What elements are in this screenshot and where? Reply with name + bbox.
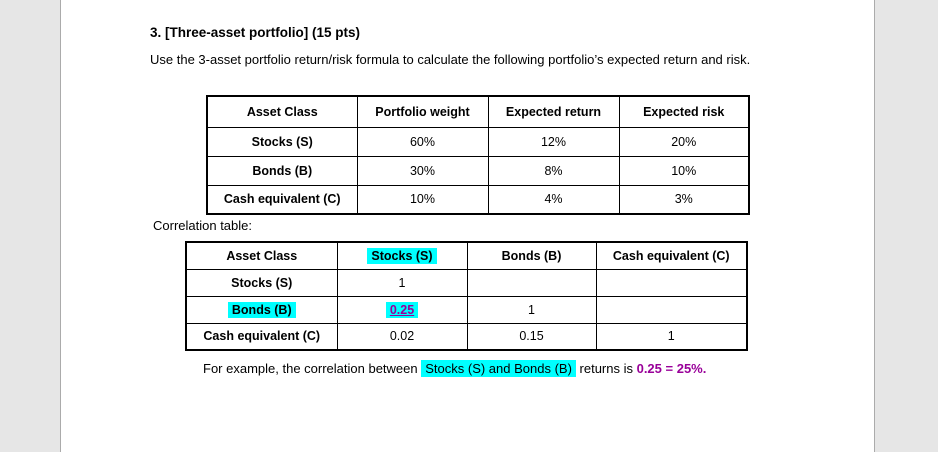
table-row: Bonds (B) 30% 8% 10% [206, 155, 750, 186]
cell-correlation: 1 [336, 268, 468, 297]
header-asset-class: Asset Class [185, 241, 338, 270]
table-row: Stocks (S) 1 [185, 268, 748, 297]
cell-weight: 10% [356, 184, 489, 215]
question-instruction: Use the 3-asset portfolio return/risk fo… [150, 52, 751, 67]
cell-correlation-empty [466, 268, 597, 297]
cell-correlation: 1 [595, 322, 748, 351]
cyan-highlight: Bonds (B) [227, 301, 296, 318]
cyan-highlight: Stocks (S) [367, 247, 437, 264]
note-prefix: For example, the correlation between [203, 361, 422, 376]
note-middle: returns is [575, 361, 637, 376]
table-row: Stocks (S) 60% 12% 20% [206, 126, 750, 157]
header-asset-class: Asset Class [206, 95, 358, 128]
cell-correlation-empty [595, 268, 748, 297]
cell-risk: 10% [618, 155, 750, 186]
cell-asset-label: Stocks (S) [206, 126, 358, 157]
cell-correlation: 0.02 [336, 322, 468, 351]
cell-weight: 30% [356, 155, 489, 186]
cell-asset-label: Stocks (S) [185, 268, 338, 297]
cell-asset-label: Cash equivalent (C) [185, 322, 338, 351]
cell-return: 4% [487, 184, 620, 215]
cell-risk: 20% [618, 126, 750, 157]
cell-correlation: 0.15 [466, 322, 597, 351]
cell-weight: 60% [356, 126, 489, 157]
header-expected-risk: Expected risk [618, 95, 750, 128]
header-stocks-highlighted: Stocks (S) [336, 241, 468, 270]
header-expected-return: Expected return [487, 95, 620, 128]
cell-asset-label: Bonds (B) [206, 155, 358, 186]
portfolio-table-header-row: Asset Class Portfolio weight Expected re… [206, 95, 750, 128]
note-emphasis: 0.25 = 25%. [636, 361, 707, 376]
cell-correlation-empty [595, 295, 748, 324]
cell-return: 8% [487, 155, 620, 186]
header-portfolio-weight: Portfolio weight [356, 95, 489, 128]
document-page: 3. [Three-asset portfolio] (15 pts) Use … [60, 0, 875, 452]
correlation-table: Asset Class Stocks (S) Bonds (B) Cash eq… [185, 241, 748, 351]
table-row: Cash equivalent (C) 10% 4% 3% [206, 184, 750, 215]
cell-return: 12% [487, 126, 620, 157]
cell-asset-label: Cash equivalent (C) [206, 184, 358, 215]
cell-correlation: 1 [466, 295, 597, 324]
note-highlight: Stocks (S) and Bonds (B) [421, 360, 576, 377]
portfolio-table: Asset Class Portfolio weight Expected re… [206, 95, 750, 215]
header-bonds: Bonds (B) [466, 241, 597, 270]
cell-risk: 3% [618, 184, 750, 215]
correlation-table-header-row: Asset Class Stocks (S) Bonds (B) Cash eq… [185, 241, 748, 270]
question-title: 3. [Three-asset portfolio] (15 pts) [150, 25, 361, 40]
correlation-table-label: Correlation table: [153, 218, 252, 233]
cell-correlation-highlighted: 0.25 [336, 295, 468, 324]
cell-asset-label-highlighted: Bonds (B) [185, 295, 338, 324]
header-cash-equivalent: Cash equivalent (C) [595, 241, 748, 270]
table-row: Bonds (B) 0.25 1 [185, 295, 748, 324]
cyan-highlight: 0.25 [385, 301, 419, 318]
table-row: Cash equivalent (C) 0.02 0.15 1 [185, 322, 748, 351]
example-note: For example, the correlation between Sto… [203, 360, 707, 377]
